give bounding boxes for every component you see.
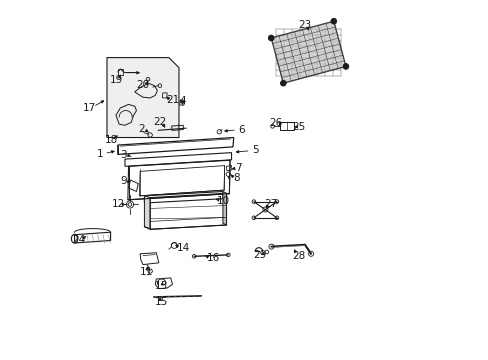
Text: 12: 12 <box>112 199 125 210</box>
Text: 1: 1 <box>96 149 103 159</box>
Text: 22: 22 <box>153 117 166 127</box>
Polygon shape <box>223 192 226 225</box>
Polygon shape <box>271 21 345 83</box>
Text: 6: 6 <box>238 125 244 135</box>
Text: 10: 10 <box>217 196 230 206</box>
Text: 27: 27 <box>263 199 277 210</box>
Text: 21: 21 <box>165 95 179 105</box>
Polygon shape <box>144 196 150 229</box>
Text: 8: 8 <box>233 173 240 183</box>
Circle shape <box>280 80 285 86</box>
Text: 23: 23 <box>298 20 311 30</box>
Text: 17: 17 <box>82 103 96 113</box>
Circle shape <box>330 18 336 24</box>
Text: 28: 28 <box>292 251 305 261</box>
Text: 15: 15 <box>155 297 168 307</box>
Text: 18: 18 <box>104 135 118 145</box>
Text: 3: 3 <box>121 150 127 160</box>
Text: 20: 20 <box>136 80 149 90</box>
Text: 24: 24 <box>72 235 85 246</box>
Bar <box>279 122 294 130</box>
Text: 4: 4 <box>179 96 185 106</box>
Text: 16: 16 <box>207 253 220 264</box>
Text: 25: 25 <box>292 122 305 132</box>
Text: 7: 7 <box>234 163 241 174</box>
Text: 26: 26 <box>269 118 282 128</box>
Text: 29: 29 <box>252 249 265 260</box>
Text: 11: 11 <box>140 267 153 277</box>
Text: 2: 2 <box>138 124 145 134</box>
Text: 13: 13 <box>155 281 168 291</box>
Text: 19: 19 <box>110 75 123 85</box>
Circle shape <box>343 63 348 69</box>
Text: 9: 9 <box>121 176 127 186</box>
Text: 14: 14 <box>176 243 189 253</box>
Polygon shape <box>107 58 179 138</box>
Circle shape <box>268 35 274 41</box>
Text: 5: 5 <box>251 145 258 156</box>
